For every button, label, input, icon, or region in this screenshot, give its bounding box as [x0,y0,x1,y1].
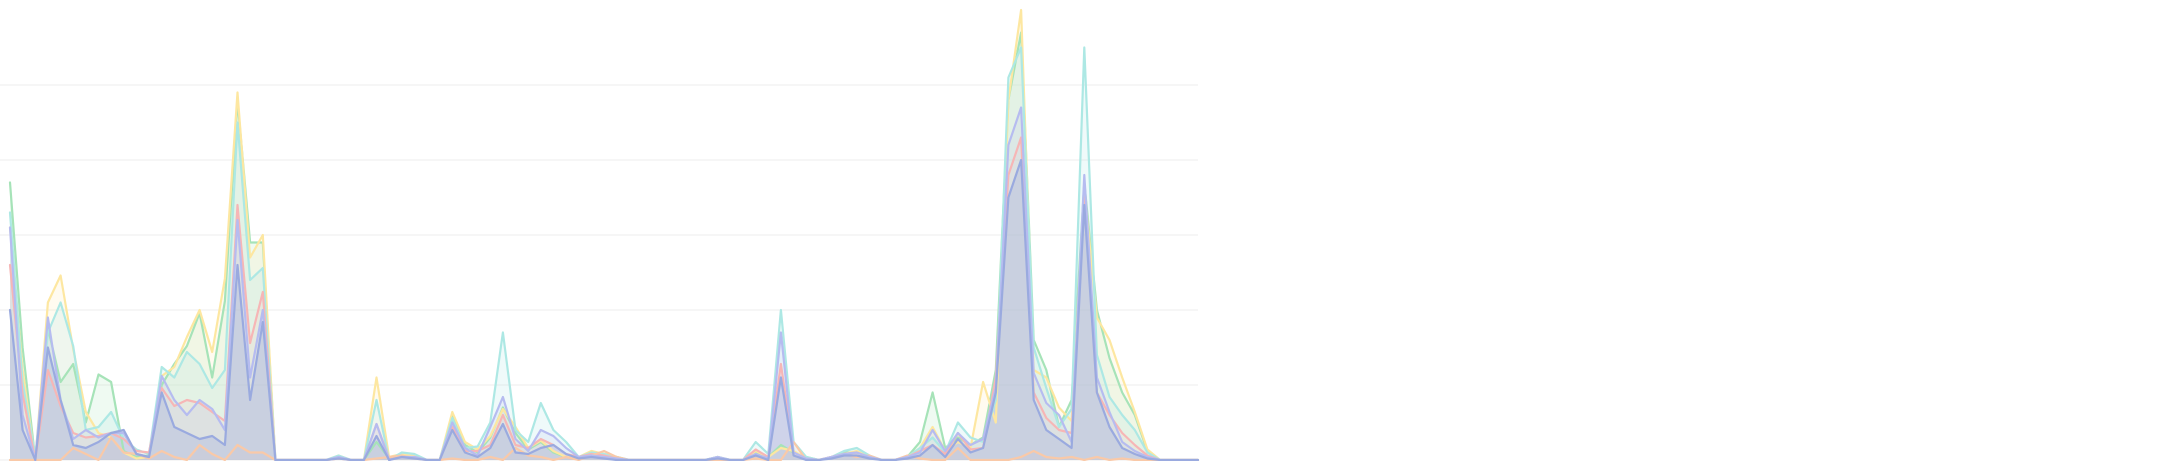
series-line-5 [8,436,1200,461]
series-line-7 [8,158,1200,461]
series-line-6 [8,106,1200,461]
series-area-4 [10,137,1198,460]
series-area-6 [10,107,1198,460]
line-layer [8,8,1200,461]
series-area-7 [10,160,1198,460]
